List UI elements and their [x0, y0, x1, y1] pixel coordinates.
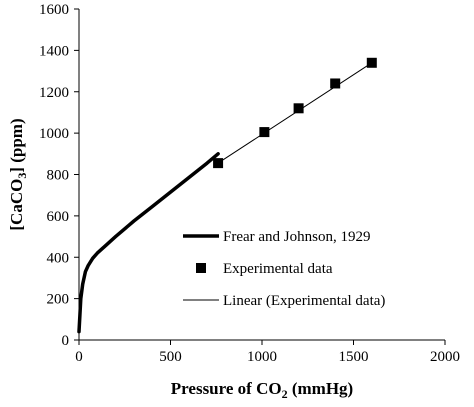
y-tick-label: 600 [47, 209, 70, 225]
y-tick-label: 1600 [39, 2, 69, 18]
x-tick-label: 1000 [247, 349, 277, 365]
axes [78, 9, 445, 341]
x-tick-label: 0 [75, 349, 83, 365]
y-tick-label: 800 [47, 168, 70, 184]
axis-titles: Pressure of CO2 (mmHg) [CaCO3] (ppm) [7, 118, 353, 401]
y-axis-title: [CaCO3] (ppm) [7, 118, 29, 230]
x-tick-label: 1500 [339, 349, 369, 365]
legend-label: Experimental data [223, 261, 333, 277]
x-tick-label: 500 [159, 349, 182, 365]
legend-swatch-marker [196, 263, 206, 273]
data-point-marker [213, 158, 224, 169]
y-tick-label: 400 [47, 250, 70, 266]
legend-label: Frear and Johnson, 1929 [223, 229, 370, 245]
series-line [77, 152, 220, 334]
x-tick-label: 2000 [430, 349, 460, 365]
x-axis-title: Pressure of CO2 (mmHg) [171, 379, 353, 401]
data-point-marker [293, 103, 304, 114]
y-tick-label: 200 [47, 292, 70, 308]
y-tick-label: 0 [62, 333, 70, 349]
series-layer [77, 57, 377, 334]
y-tick-label: 1400 [39, 43, 69, 59]
data-point-marker [330, 78, 341, 89]
ticks: 0 500 1000 1500 2000 0 200 400 600 800 1000 1200 140… [39, 2, 460, 365]
data-point-marker [259, 127, 270, 138]
legend: Frear and Johnson, 1929 Experimental data… [183, 229, 385, 309]
y-tick-label: 1200 [39, 85, 69, 101]
data-point-marker [366, 57, 377, 68]
y-tick-label: 1000 [39, 126, 69, 142]
legend-label: Linear (Experimental data) [223, 293, 385, 309]
